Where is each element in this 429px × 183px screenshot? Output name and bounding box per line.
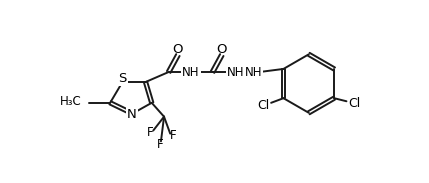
- Text: NH: NH: [182, 66, 200, 79]
- Text: F: F: [157, 138, 163, 151]
- Text: F: F: [170, 129, 177, 142]
- Text: H₃C: H₃C: [60, 95, 82, 108]
- Text: S: S: [118, 72, 127, 85]
- Text: NH: NH: [245, 66, 262, 79]
- Text: N: N: [127, 108, 136, 121]
- Text: NH: NH: [227, 66, 245, 79]
- Text: O: O: [172, 43, 183, 56]
- Text: O: O: [217, 43, 227, 56]
- Text: Cl: Cl: [348, 97, 360, 110]
- Text: F: F: [147, 126, 154, 139]
- Text: Cl: Cl: [257, 99, 269, 112]
